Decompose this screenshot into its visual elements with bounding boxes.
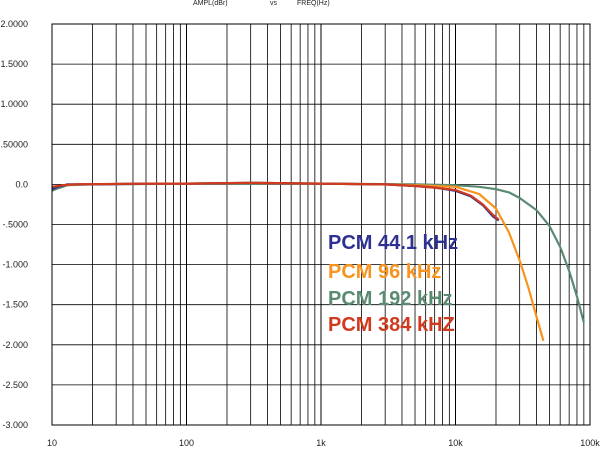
x-tick-label: 10 xyxy=(47,438,57,448)
y-tick-labels: 2.0000 1.5000 1.0000 .50000 0.0 -.5000 -1.000 -… xyxy=(0,19,28,430)
y-tick-label: 0.0 xyxy=(15,179,28,189)
y-tick-label: -2.000 xyxy=(2,340,28,350)
legend-prefix: PCM xyxy=(328,288,372,310)
legend-entry: PCM 96 kHz xyxy=(328,261,441,283)
legend-prefix: PCM xyxy=(328,232,372,254)
y-tick-label: -1.000 xyxy=(2,260,28,270)
grid xyxy=(51,23,590,426)
series-line xyxy=(51,181,500,221)
y-tick-label: 1.0000 xyxy=(0,99,28,109)
legend-entry: PCM 44.1 kHz xyxy=(328,232,458,254)
legend-entry: PCM 192 kHz xyxy=(328,288,453,310)
y-tick-label: -2.500 xyxy=(2,380,28,390)
y-tick-label: 1.5000 xyxy=(0,59,28,69)
y-tick-label: -.5000 xyxy=(2,220,28,230)
title-left: AMPL(dBr) xyxy=(193,0,228,7)
y-tick-label: 2.0000 xyxy=(0,19,28,29)
legend-entry: PCM 384 kHZ xyxy=(328,314,455,336)
x-tick-label: 10k xyxy=(448,438,463,448)
y-tick-label: -1.500 xyxy=(2,300,28,310)
legend-prefix: PCM xyxy=(328,314,372,336)
x-tick-labels: 10 100 1k 10k 100k xyxy=(47,438,600,448)
legend-series-name: 192 kHz xyxy=(378,288,453,310)
title-right: FREQ(Hz) xyxy=(297,0,330,7)
plot-frame xyxy=(51,23,591,426)
y-tick-label: -3.000 xyxy=(2,420,28,430)
legend-prefix: PCM xyxy=(328,261,372,283)
legend-series-name: 44.1 kHz xyxy=(378,232,458,254)
series-lines xyxy=(51,181,585,342)
x-tick-label: 100k xyxy=(580,438,600,448)
x-tick-label: 1k xyxy=(316,438,326,448)
title-mid: vs xyxy=(270,0,278,7)
legend-series-name: 96 kHz xyxy=(378,261,441,283)
legend-series-name: 384 kHZ xyxy=(378,314,455,336)
x-tick-label: 100 xyxy=(179,438,194,448)
y-tick-label: .50000 xyxy=(0,139,28,149)
